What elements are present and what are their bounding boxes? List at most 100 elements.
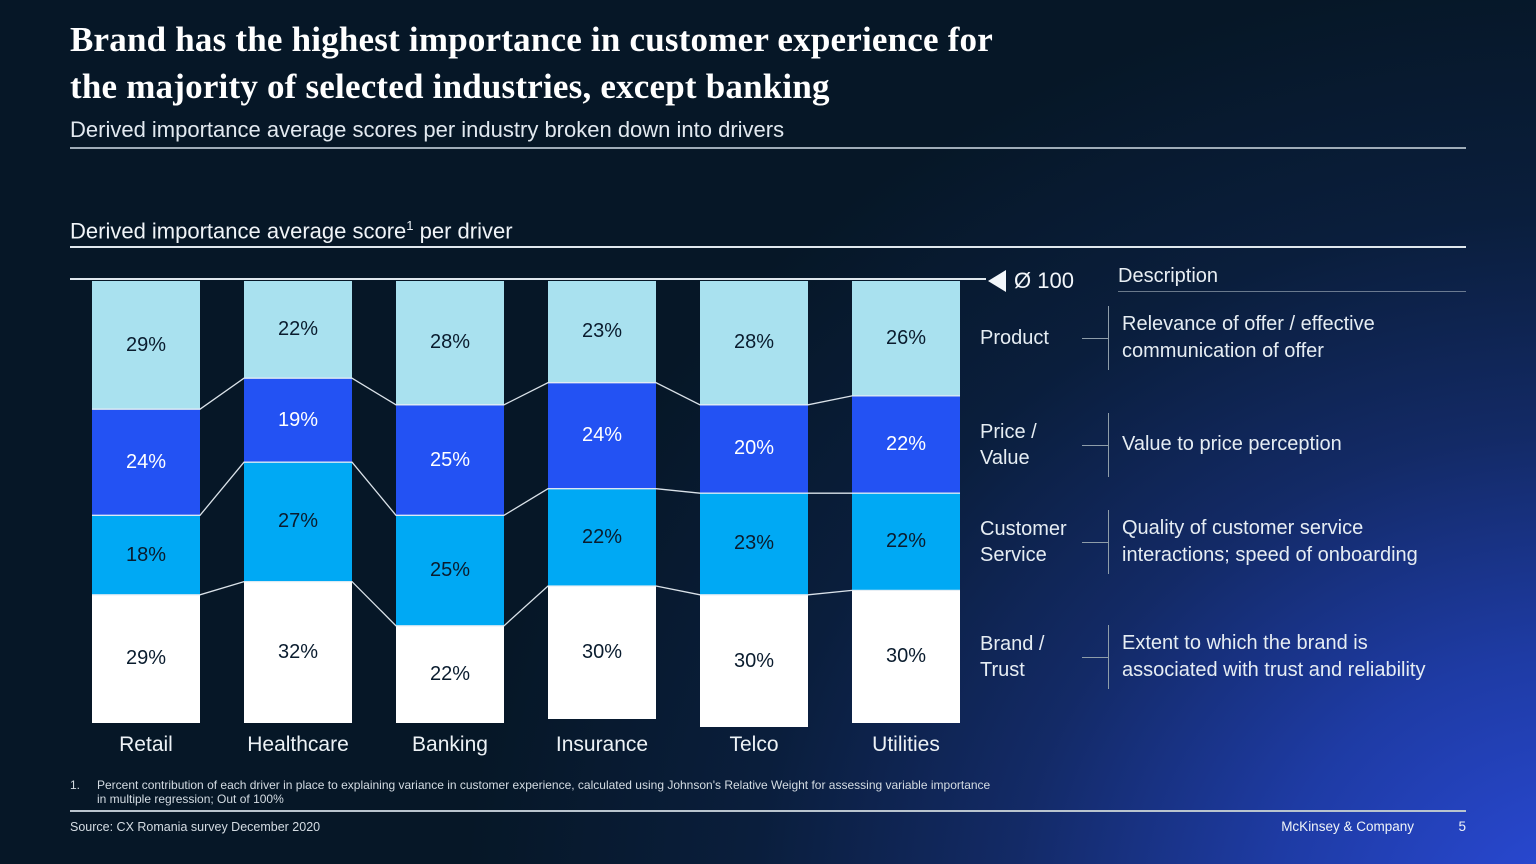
footer-divider [70,810,1466,812]
bar-segment-banking-product: 28% [396,281,504,405]
segment-value-label: 29% [125,333,167,356]
category-label-healthcare: Healthcare [247,733,349,756]
bar-segment-banking-price-value: 25% [396,404,504,516]
bar-segment-insurance-customer-service: 22% [548,488,656,586]
bar-segment-utilities-product: 26% [852,281,960,396]
description-tick-line [1108,624,1109,689]
description-header-divider [1118,291,1466,292]
driver-label-brand-trust: Brand / Trust [980,631,1090,683]
bar-segment-healthcare-product: 22% [244,281,352,379]
driver-connector-line [1082,338,1108,340]
bar-segment-insurance-product: 23% [548,281,656,383]
bar-segment-telco-product: 28% [700,281,808,405]
slide-title-line-1: Brand has the highest importance in cust… [70,20,993,59]
segment-value-label: 27% [277,510,319,533]
driver-description-product: Relevance of offer / effective communicat… [1122,311,1482,365]
page-number: 5 [1458,819,1466,834]
segment-value-label: 22% [885,530,927,553]
bar-segment-utilities-price-value: 22% [852,395,960,494]
bar-segment-retail-customer-service: 18% [92,515,200,595]
description-column-header: Description [1118,265,1219,287]
description-tick-line [1108,509,1109,574]
chart-title-suffix: per driver [413,218,513,244]
bar-segment-healthcare-price-value: 19% [244,378,352,463]
driver-label-product: Product [980,325,1090,351]
chart-top-axis-line [70,278,986,280]
slide-title-line-2: the majority of selected industries, exc… [70,67,830,106]
source-note: Source: CX Romania survey December 2020 [70,820,321,834]
segment-value-label: 30% [581,640,623,663]
driver-description-line: associated with trust and reliability [1122,658,1426,681]
driver-label-line: Service [980,543,1047,566]
average-marker-triangle-icon [988,270,1006,292]
segment-value-label: 22% [885,433,927,456]
bar-segment-healthcare-customer-service: 27% [244,462,352,582]
driver-description-line: communication of offer [1122,340,1324,363]
bar-segment-retail-brand-trust: 29% [92,594,200,723]
segment-value-label: 19% [277,408,319,431]
slide-subtitle: Derived importance average scores per in… [70,117,785,142]
category-label-telco: Telco [729,733,779,756]
segment-value-label: 20% [733,437,775,460]
chart-title-divider [70,246,1466,248]
bar-segment-retail-product: 29% [92,281,200,410]
driver-description-line: Value to price perception [1122,433,1342,456]
subtitle-divider [70,147,1466,149]
bar-segment-banking-customer-service: 25% [396,515,504,626]
driver-label-line: Price / [980,420,1037,443]
footnote-reference: 1 [406,218,414,233]
bar-segment-insurance-price-value: 24% [548,382,656,489]
segment-value-label: 28% [429,331,471,354]
description-tick-line [1108,412,1109,477]
bar-segment-healthcare-brand-trust: 32% [244,581,352,723]
footnote-text: Percent contribution of each driver in p… [97,778,1017,806]
bar-segment-telco-price-value: 20% [700,404,808,494]
segment-value-label: 22% [277,318,319,341]
driver-label-line: Brand / [980,632,1045,655]
footnote-number: 1. [70,778,81,792]
bar-segment-telco-brand-trust: 30% [700,594,808,728]
segment-value-label: 23% [581,320,623,343]
segment-value-label: 25% [429,559,471,581]
driver-connector-line [1082,444,1108,446]
bar-segment-telco-customer-service: 23% [700,493,808,595]
category-label-banking: Banking [412,733,488,756]
segment-value-label: 22% [581,525,623,548]
bar-segment-utilities-brand-trust: 30% [852,590,960,723]
bar-segment-banking-brand-trust: 22% [396,625,504,723]
driver-description-customer-service: Quality of customer service interactions;… [1122,515,1482,569]
bar-segment-utilities-customer-service: 22% [852,493,960,591]
segment-value-label: 29% [125,647,167,670]
driver-description-line: Quality of customer service [1122,516,1364,539]
segment-value-label: 25% [429,448,471,471]
category-label-insurance: Insurance [555,733,649,756]
driver-description-line: Extent to which the brand is [1122,631,1368,654]
driver-label-customer-service: Customer Service [980,516,1090,568]
driver-label-price-value: Price / Value [980,419,1090,471]
average-marker-label: Ø 100 [1014,268,1074,293]
footnote-line-1: Percent contribution of each driver in p… [97,778,991,792]
segment-value-label: 28% [733,331,775,354]
driver-connector-line [1082,541,1108,543]
bar-segment-insurance-brand-trust: 30% [548,585,656,719]
segment-value-label: 30% [733,649,775,672]
slide-title: Brand has the highest importance in cust… [70,16,993,110]
segment-value-label: 24% [581,424,623,447]
segment-value-label: 32% [277,640,319,663]
footnote-line-2: in multiple regression; Out of 100% [97,792,284,806]
driver-label-line: Value [980,446,1030,469]
chart-title-text: Derived importance average score [70,218,407,244]
driver-label-line: Trust [980,658,1025,681]
segment-value-label: 26% [885,326,927,349]
segment-value-label: 23% [733,532,775,555]
company-logo-text: McKinsey & Company [1281,819,1414,834]
driver-label-line: Product [980,327,1049,350]
segment-value-label: 30% [885,645,927,668]
category-label-utilities: Utilities [872,733,940,756]
driver-description-brand-trust: Extent to which the brand is associated w… [1122,630,1482,684]
driver-connector-line [1082,656,1108,658]
segment-value-label: 24% [125,450,167,473]
driver-description-line: Relevance of offer / effective [1122,313,1375,336]
bar-segment-retail-price-value: 24% [92,409,200,516]
